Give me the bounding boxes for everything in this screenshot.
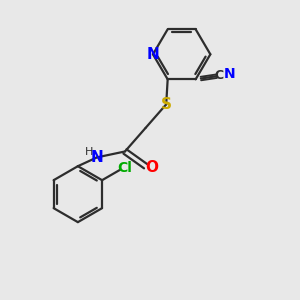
Text: N: N <box>223 67 235 81</box>
Text: H: H <box>85 147 93 157</box>
Text: C: C <box>214 69 223 82</box>
Text: S: S <box>161 97 172 112</box>
Text: N: N <box>91 150 103 165</box>
Text: Cl: Cl <box>117 161 132 176</box>
Text: O: O <box>146 160 159 175</box>
Text: N: N <box>147 47 159 62</box>
